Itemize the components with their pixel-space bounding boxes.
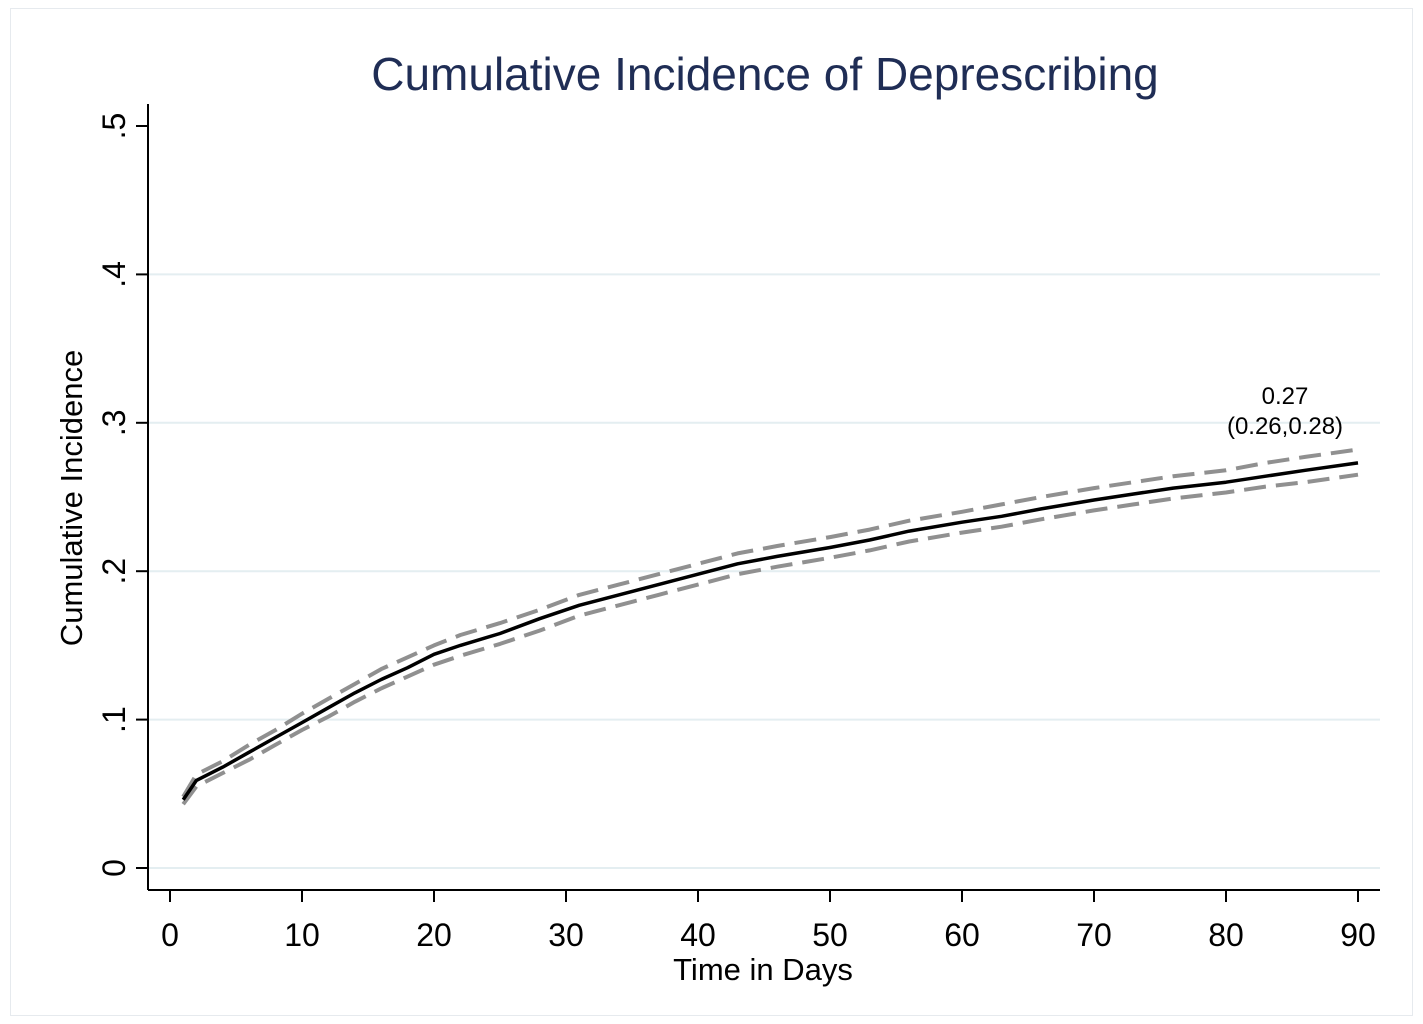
x-tick-label: 70: [1076, 917, 1112, 953]
x-tick-label: 90: [1340, 917, 1376, 953]
x-tick-label: 50: [812, 917, 848, 953]
y-tick-label: .4: [96, 261, 132, 288]
y-tick-label: .3: [96, 409, 132, 436]
chart-title: Cumulative Incidence of Deprescribing: [371, 48, 1159, 100]
x-tick-label: 60: [944, 917, 980, 953]
y-tick-label: .2: [96, 558, 132, 585]
y-axis-label: Cumulative Incidence: [54, 350, 89, 646]
series-lines: [181, 447, 1359, 806]
series-line-ci-bound: [181, 447, 1359, 798]
annotation-estimate: 0.27: [1262, 383, 1309, 410]
x-axis-label: Time in Days: [673, 952, 853, 987]
x-tick-label: 40: [680, 917, 716, 953]
axes: [147, 104, 1380, 891]
y-tick-label: .5: [96, 113, 132, 140]
gridlines: [148, 273, 1380, 869]
y-tick-label: .1: [96, 706, 132, 733]
y-tick-label: 0: [96, 859, 132, 877]
x-ticks: 0 10 20 30 40 50 60 70 80 90: [161, 890, 1376, 953]
x-tick-label: 30: [548, 917, 584, 953]
x-tick-label: 20: [416, 917, 452, 953]
annotation-interval: (0.26,0.28): [1227, 413, 1343, 440]
chart-frame: [10, 8, 1413, 1016]
x-tick-label: 80: [1208, 917, 1244, 953]
series-line-ci-bound: [181, 472, 1359, 806]
y-ticks: 0 .1 .2 .3 .4 .5: [96, 113, 148, 877]
x-tick-label: 0: [161, 917, 179, 953]
series-line-estimate: [181, 461, 1359, 801]
x-tick-label: 10: [284, 917, 320, 953]
